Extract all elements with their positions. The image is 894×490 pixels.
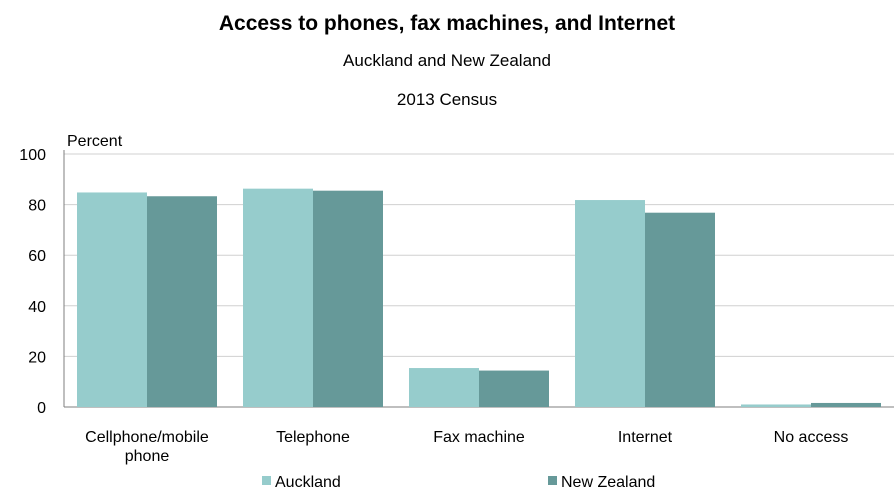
legend-label: Auckland	[275, 474, 341, 490]
y-tick-label: 60	[28, 248, 46, 265]
bar-auckland	[243, 188, 313, 407]
bar-new-zealand	[811, 402, 881, 407]
legend-label: New Zealand	[561, 474, 655, 490]
bar-new-zealand	[147, 196, 217, 407]
x-tick-label: Fax machine	[433, 429, 525, 446]
x-tick-label: No access	[774, 429, 849, 446]
y-tick-label: 0	[37, 400, 46, 417]
chart-subtitle: Auckland and New Zealand	[343, 51, 551, 70]
y-tick-label: 40	[28, 299, 46, 316]
bar-auckland	[575, 200, 645, 407]
bar-new-zealand	[645, 212, 715, 407]
y-axis-label: Percent	[67, 133, 123, 150]
x-tick-label: phone	[125, 448, 170, 465]
chart-title: Access to phones, fax machines, and Inte…	[218, 12, 676, 35]
y-tick-label: 100	[19, 147, 46, 164]
x-tick-label: Internet	[618, 429, 673, 446]
chart-subtitle-census: 2013 Census	[396, 90, 498, 109]
bar-auckland	[741, 404, 811, 407]
x-tick-label: Cellphone/mobile	[85, 429, 209, 446]
legend-swatch	[548, 476, 557, 485]
bar-new-zealand	[479, 370, 549, 407]
x-tick-label: Telephone	[276, 429, 350, 446]
y-tick-label: 80	[28, 198, 46, 215]
bars	[77, 188, 881, 407]
labels: 0 20 40 60 80 100 Percent Cellphone/mobile phone…	[19, 133, 848, 465]
legend-swatch	[262, 476, 271, 485]
y-tick-label: 20	[28, 349, 46, 366]
legend: Auckland New Zealand	[262, 474, 655, 490]
bar-auckland	[409, 368, 479, 407]
bar-auckland	[77, 192, 147, 407]
bar-new-zealand	[313, 190, 383, 407]
